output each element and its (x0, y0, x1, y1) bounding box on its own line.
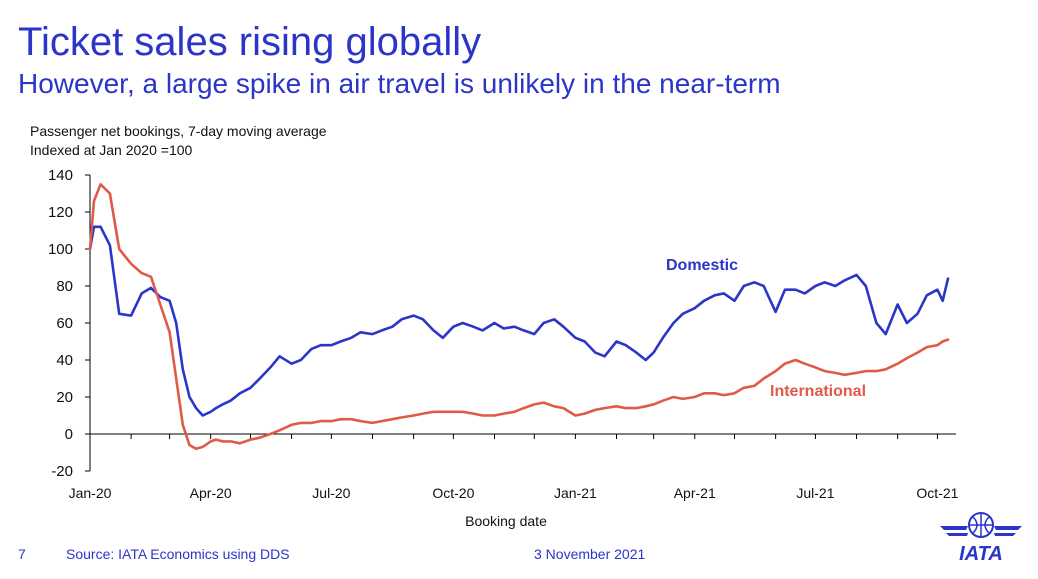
y-tick-label: 60 (56, 315, 73, 332)
series-label-domestic: Domestic (666, 257, 738, 274)
x-tick-label: Oct-20 (432, 485, 474, 501)
chart-note-index: Indexed at Jan 2020 =100 (30, 142, 193, 158)
y-tick-label: 0 (65, 426, 73, 443)
page-number: 7 (18, 546, 26, 562)
x-tick-label: Oct-21 (916, 485, 958, 501)
series-line-domestic (88, 225, 950, 417)
y-tick-label: 100 (48, 241, 73, 258)
x-tick-label: Apr-20 (190, 485, 232, 501)
y-tick-label: -20 (51, 463, 73, 480)
x-tick-label: Jan-20 (69, 485, 112, 501)
x-tick-label: Apr-21 (674, 485, 716, 501)
iata-logo: IATA (940, 512, 1022, 565)
page-subtitle: However, a large spike in air travel is … (18, 68, 781, 99)
y-tick-label: 140 (48, 167, 73, 184)
x-tick-label: Jul-20 (312, 485, 350, 501)
x-axis-title: Booking date (465, 513, 547, 529)
presentation-date: 3 November 2021 (534, 546, 646, 562)
series-label-international: International (770, 383, 866, 400)
x-tick-label: Jul-21 (796, 485, 834, 501)
y-tick-label: 20 (56, 389, 73, 406)
x-tick-label: Jan-21 (554, 485, 597, 501)
series-line-international (88, 183, 950, 451)
logo-text: IATA (959, 543, 1003, 565)
chart-note-measure: Passenger net bookings, 7-day moving ave… (30, 123, 327, 139)
y-tick-label: 80 (56, 278, 73, 295)
y-tick-label: 40 (56, 352, 73, 369)
page-title: Ticket sales rising globally (18, 20, 482, 64)
source-note: Source: IATA Economics using DDS (66, 546, 290, 562)
y-tick-label: 120 (48, 204, 73, 221)
